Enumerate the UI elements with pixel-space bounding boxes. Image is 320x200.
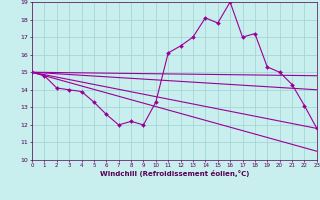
X-axis label: Windchill (Refroidissement éolien,°C): Windchill (Refroidissement éolien,°C) xyxy=(100,170,249,177)
